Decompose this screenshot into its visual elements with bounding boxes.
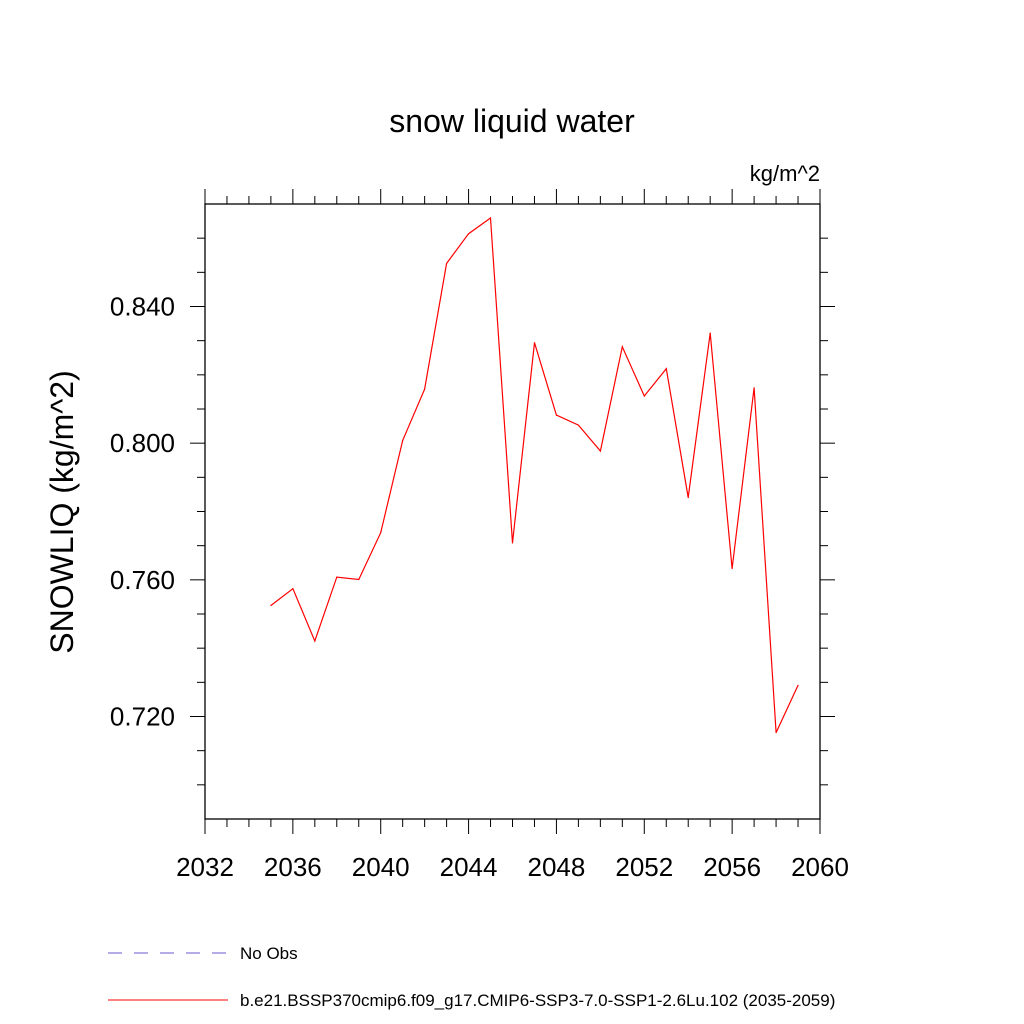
units-label: kg/m^2 bbox=[750, 161, 820, 186]
data-point bbox=[402, 439, 404, 442]
y-tick-labels: 0.720 0.760 0.800 0.840 bbox=[110, 292, 175, 732]
data-point bbox=[555, 414, 558, 416]
data-point bbox=[753, 387, 755, 389]
data-point bbox=[709, 332, 711, 334]
plot-frame bbox=[204, 203, 821, 820]
data-point bbox=[270, 604, 272, 607]
x-tick-label: 2048 bbox=[528, 852, 586, 882]
legend-label: No Obs bbox=[240, 944, 298, 963]
series-line bbox=[270, 216, 799, 733]
legend-label: b.e21.BSSP370cmip6.f09_g17.CMIP6-SSP3-7.… bbox=[240, 991, 835, 1010]
x-tick-label: 2036 bbox=[264, 852, 322, 882]
data-point bbox=[336, 576, 338, 578]
x-tick-label: 2032 bbox=[176, 852, 234, 882]
data-point bbox=[533, 342, 536, 344]
data-point bbox=[665, 368, 667, 370]
data-point bbox=[775, 731, 777, 734]
data-point bbox=[599, 450, 601, 452]
x-tick-label: 2044 bbox=[440, 852, 498, 882]
x-tick-label: 2040 bbox=[352, 852, 410, 882]
data-point bbox=[314, 640, 316, 642]
data-point bbox=[687, 496, 689, 499]
y-tick-label: 0.840 bbox=[110, 292, 175, 322]
y-tick-label: 0.760 bbox=[110, 565, 175, 595]
y-tick-label: 0.800 bbox=[110, 428, 175, 458]
y-axis-label: SNOWLIQ (kg/m^2) bbox=[44, 370, 80, 653]
data-point bbox=[577, 424, 579, 426]
axis-ticks bbox=[190, 189, 835, 834]
x-tick-label: 2052 bbox=[615, 852, 673, 882]
x-tick-label: 2056 bbox=[703, 852, 761, 882]
chart-title: snow liquid water bbox=[389, 103, 635, 139]
data-point bbox=[358, 578, 360, 581]
data-point bbox=[380, 532, 382, 534]
data-point bbox=[511, 542, 514, 544]
data-point bbox=[621, 346, 623, 348]
x-tick-label: 2060 bbox=[791, 852, 849, 882]
series-lines bbox=[270, 216, 799, 734]
data-point bbox=[731, 567, 733, 570]
x-tick-labels: 2032 2036 2040 2044 2048 2052 2056 2060 bbox=[176, 852, 849, 882]
data-point bbox=[489, 217, 492, 219]
data-point bbox=[467, 233, 470, 235]
y-tick-label: 0.720 bbox=[110, 702, 175, 732]
data-point bbox=[446, 262, 448, 265]
legend: No Obs b.e21.BSSP370cmip6.f09_g17.CMIP6-S… bbox=[108, 944, 835, 1010]
data-point bbox=[797, 684, 799, 687]
data-point bbox=[424, 388, 426, 390]
data-point bbox=[643, 395, 645, 397]
data-point bbox=[292, 588, 294, 590]
